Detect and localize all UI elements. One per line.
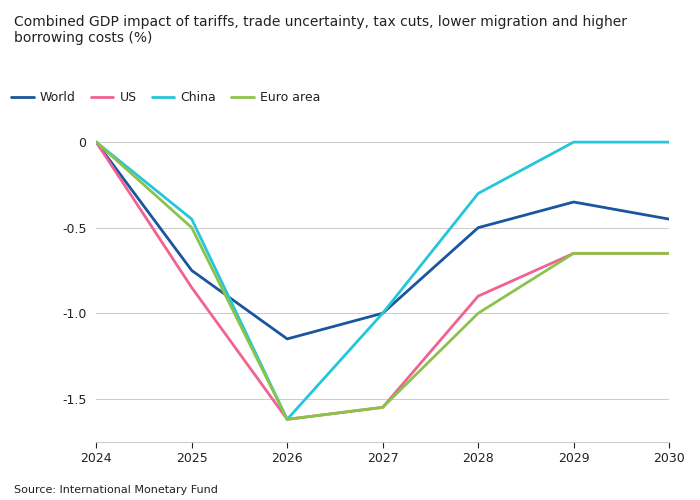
US <box>474 293 482 299</box>
Line: China: China <box>97 142 669 419</box>
Euro area <box>379 404 387 410</box>
World <box>188 268 196 274</box>
China <box>188 216 196 222</box>
Euro area <box>569 250 577 256</box>
World <box>379 310 387 316</box>
Line: US: US <box>97 142 669 419</box>
Text: Combined GDP impact of tariffs, trade uncertainty, tax cuts, lower migration and: Combined GDP impact of tariffs, trade un… <box>14 15 627 45</box>
World <box>569 199 577 205</box>
World <box>92 139 101 145</box>
China <box>665 139 673 145</box>
China <box>474 190 482 196</box>
Euro area <box>188 224 196 230</box>
Line: Euro area: Euro area <box>97 142 669 419</box>
China <box>379 310 387 316</box>
US <box>379 404 387 410</box>
Euro area <box>474 310 482 316</box>
Line: World: World <box>97 142 669 339</box>
US <box>665 250 673 256</box>
World <box>283 336 291 342</box>
US <box>283 416 291 422</box>
Euro area <box>665 250 673 256</box>
US <box>569 250 577 256</box>
US <box>188 284 196 290</box>
China <box>569 139 577 145</box>
Legend: World, US, China, Euro area: World, US, China, Euro area <box>6 86 326 110</box>
World <box>665 216 673 222</box>
Euro area <box>92 139 101 145</box>
World <box>474 224 482 230</box>
China <box>92 139 101 145</box>
US <box>92 139 101 145</box>
China <box>283 416 291 422</box>
Euro area <box>283 416 291 422</box>
Text: Source: International Monetary Fund: Source: International Monetary Fund <box>14 485 218 495</box>
